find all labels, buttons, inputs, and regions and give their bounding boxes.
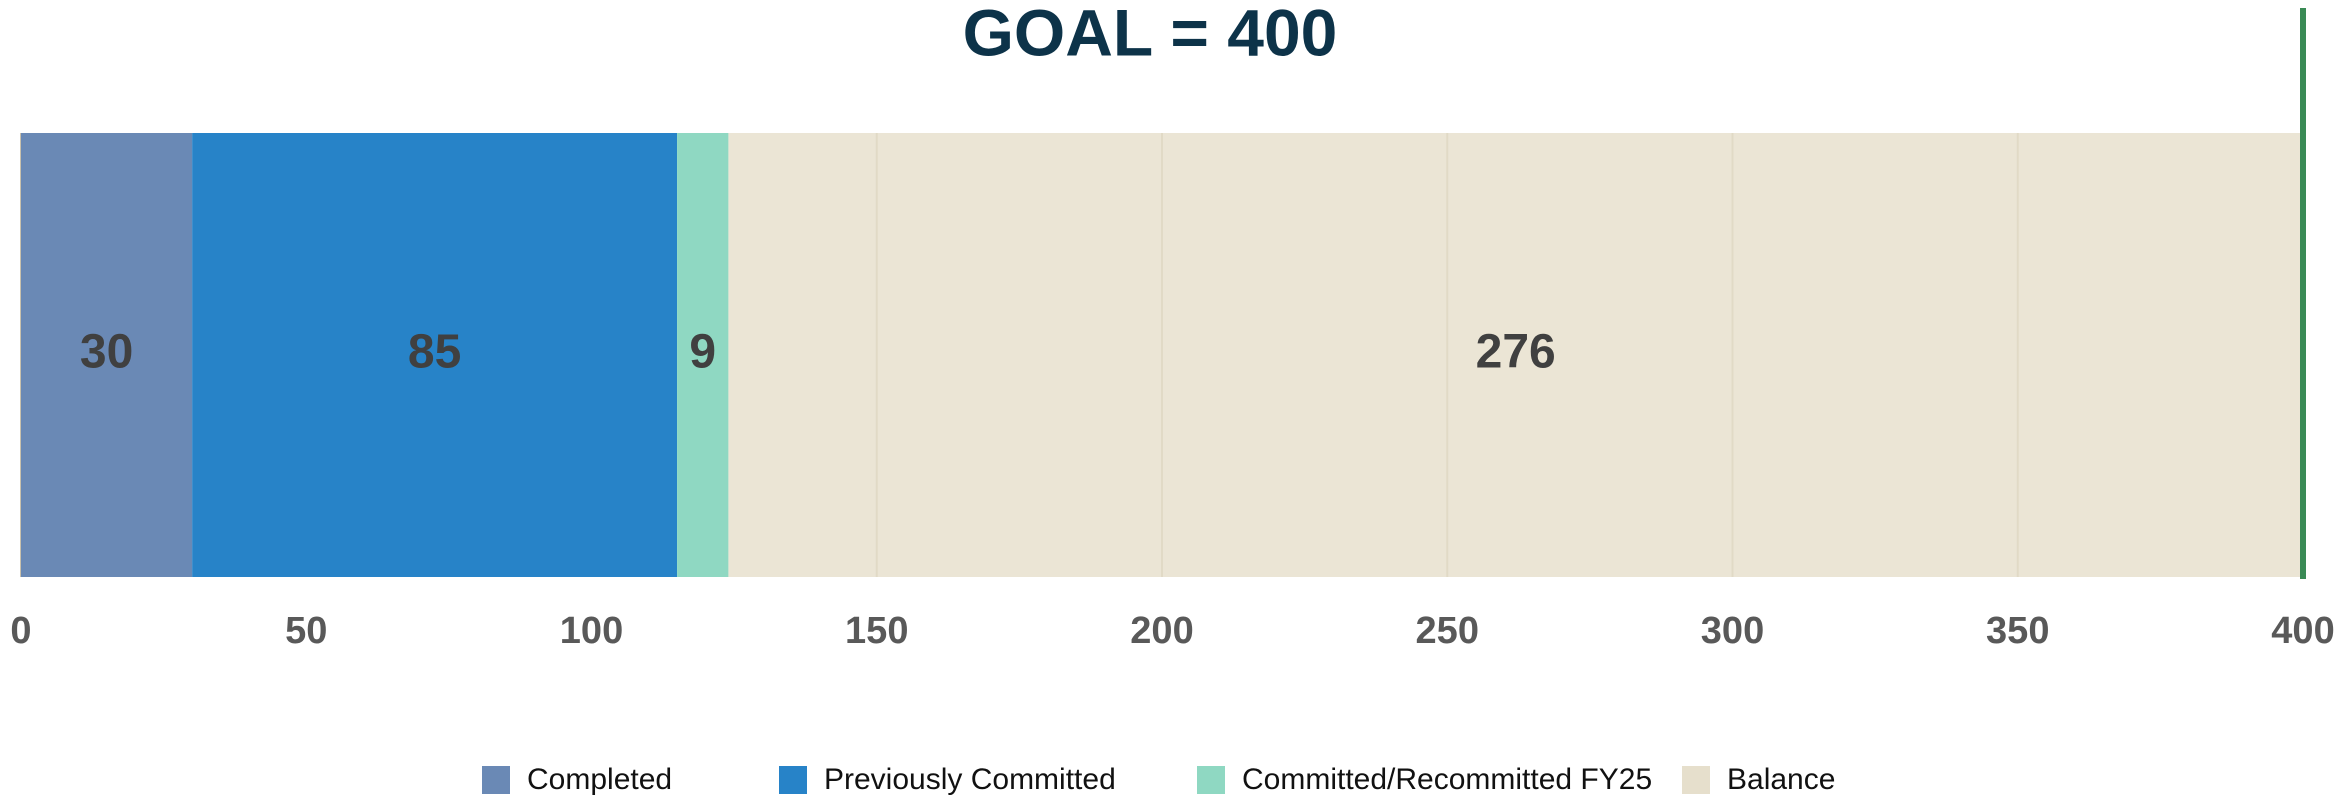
legend-swatch — [779, 766, 807, 794]
x-tick-label: 100 — [560, 610, 623, 652]
legend-label: Completed — [527, 763, 672, 795]
x-tick-label: 250 — [1416, 610, 1479, 652]
x-tick-label: 150 — [845, 610, 908, 652]
legend-label: Committed/Recommitted FY25 — [1242, 763, 1652, 795]
x-tick-label: 300 — [1701, 610, 1764, 652]
legend-swatch — [1682, 766, 1710, 794]
x-tick-label: 350 — [1986, 610, 2049, 652]
data-label: 85 — [408, 326, 461, 379]
bar-segment — [21, 133, 193, 577]
legend-swatch — [482, 766, 510, 794]
data-label: 9 — [689, 326, 716, 379]
data-label: 30 — [80, 326, 133, 379]
legend-label: Previously Committed — [824, 763, 1116, 795]
x-tick-label: 400 — [2271, 610, 2334, 652]
legend-swatch — [1197, 766, 1225, 794]
bar-segment — [728, 133, 2304, 577]
bar-segment — [677, 133, 729, 577]
data-label: 276 — [1476, 326, 1556, 379]
x-tick-label: 0 — [10, 610, 31, 652]
x-tick-label: 50 — [285, 610, 327, 652]
bar-segment — [192, 133, 678, 577]
chart-title: GOAL = 400 — [963, 0, 1338, 69]
legend-label: Balance — [1727, 763, 1835, 795]
x-tick-label: 200 — [1130, 610, 1193, 652]
